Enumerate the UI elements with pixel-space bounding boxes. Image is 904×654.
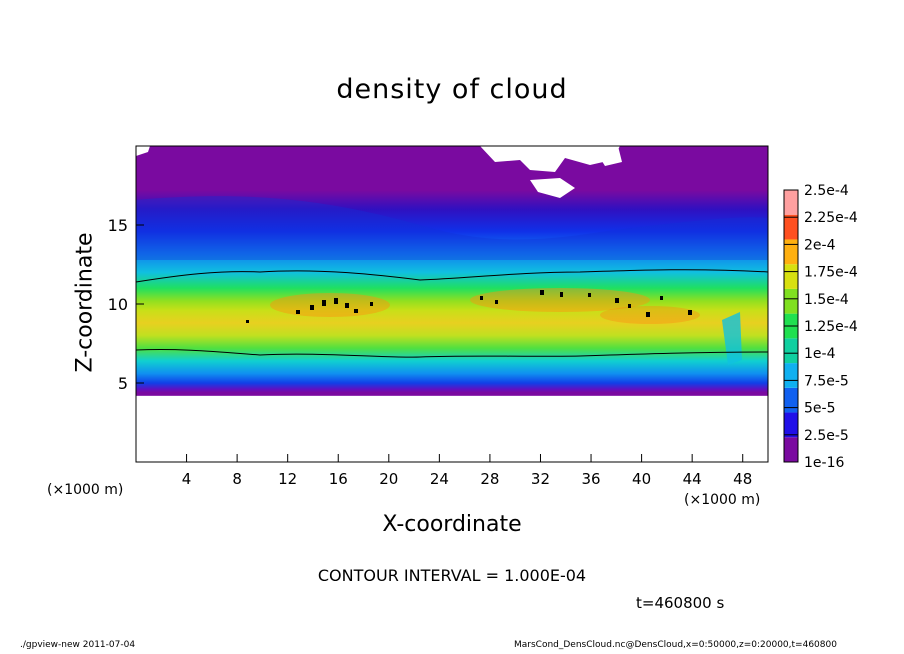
x-tick-label: 48 [733, 470, 752, 488]
x-tick-label: 40 [632, 470, 651, 488]
colorbar-label: 2.25e-4 [804, 210, 858, 226]
x-tick-label: 4 [182, 470, 192, 488]
colorbar-label: 2.5e-5 [804, 428, 849, 444]
colorbar-swatch [784, 387, 798, 413]
x-axis: 4 8 12 16 20 24 28 32 36 40 44 48 [182, 454, 752, 488]
colorbar-swatch [784, 264, 798, 289]
time-label: t=460800 s [636, 594, 725, 612]
x-tick-label: 16 [329, 470, 348, 488]
colorbar-swatch [784, 363, 798, 388]
x-tick-label: 24 [430, 470, 449, 488]
colorbar-swatch [784, 338, 798, 364]
colorbar-label: 1e-16 [804, 455, 844, 471]
colorbar-swatch [784, 214, 798, 240]
chart-title: density of cloud [336, 74, 568, 105]
x-axis-label: X-coordinate [382, 512, 522, 537]
footer-right: MarsCond_DensCloud.nc@DensCloud,x=0:5000… [514, 640, 837, 650]
colorbar-swatch [784, 190, 798, 215]
colorbar-label: 1e-4 [804, 346, 836, 362]
density-field [136, 146, 768, 462]
contour-lower [135, 348, 769, 358]
colorbar-label: 1.25e-4 [804, 319, 858, 335]
contour-blobs [246, 290, 692, 323]
x-tick-label: 8 [232, 470, 242, 488]
colorbar-label: 2e-4 [804, 237, 836, 253]
colorbar-label: 1.5e-4 [804, 292, 849, 308]
colorbar: 1e-16 2.5e-5 5e-5 7.5e-5 1e-4 1.25e-4 1.5e-4 1.… [783, 183, 858, 471]
colorbar-swatch [784, 288, 798, 314]
x-tick-label: 20 [379, 470, 398, 488]
colorbar-label: 1.75e-4 [804, 265, 858, 281]
x-tick-label: 12 [278, 470, 297, 488]
x-tick-label: 36 [581, 470, 600, 488]
contour-upper [135, 269, 769, 283]
y-tick-label: 5 [118, 374, 128, 393]
x-unit-left: (×1000 m) [47, 482, 124, 498]
colorbar-swatch [784, 239, 798, 265]
colorbar-swatch [784, 437, 798, 462]
x-unit-right: (×1000 m) [684, 492, 761, 508]
y-axis: 5 10 15 [108, 216, 144, 393]
y-axis-label: Z-coordinate [72, 232, 98, 373]
colorbar-label: 5e-5 [804, 401, 835, 417]
x-tick-label: 44 [683, 470, 702, 488]
y-tick-label: 15 [108, 216, 128, 235]
y-tick-label: 10 [108, 295, 128, 314]
x-tick-label: 32 [531, 470, 550, 488]
footer-left: ./gpview-new 2011-07-04 [20, 640, 136, 650]
colorbar-label: 7.5e-5 [804, 373, 849, 389]
colorbar-swatch [784, 412, 798, 438]
colorbar-label: 2.5e-4 [804, 183, 849, 199]
contour-interval: CONTOUR INTERVAL = 1.000E-04 [317, 566, 587, 585]
x-tick-label: 28 [480, 470, 499, 488]
